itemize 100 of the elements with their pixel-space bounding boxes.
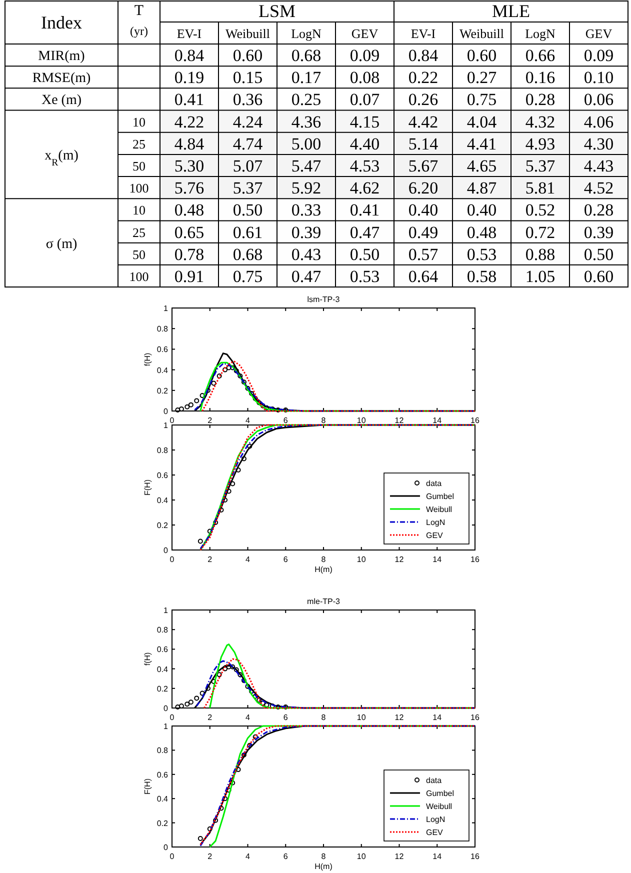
point — [188, 700, 194, 705]
data-label: 4.06 — [584, 112, 614, 132]
data-label: 5.81 — [525, 178, 556, 198]
data-label: 0.49 — [408, 222, 438, 242]
data-label: 0.50 — [584, 244, 614, 264]
point — [194, 398, 200, 404]
y-tick-label: Xe (m) — [41, 93, 82, 108]
data-label: 4.22 — [174, 112, 204, 132]
x-tick-label: 6 — [283, 852, 288, 861]
y-tick-label: 0 — [164, 546, 169, 555]
point — [236, 468, 241, 472]
data-label: 0.64 — [408, 266, 439, 286]
data-label: 0.36 — [232, 90, 263, 110]
point — [238, 373, 243, 378]
point — [234, 368, 239, 374]
point — [245, 386, 250, 391]
y-tick-label: 0.6 — [156, 645, 169, 654]
x-tick-label: 12 — [394, 416, 404, 425]
y-tick-label: 0.4 — [156, 496, 169, 505]
x-tick-label: 14 — [432, 555, 442, 564]
point — [260, 700, 266, 706]
x-tick-label: Weibuill — [226, 26, 270, 41]
point — [245, 684, 250, 689]
data-label: 5.37 — [525, 156, 556, 176]
y2-tick-label: 50 — [132, 246, 146, 262]
data-label: 4.65 — [466, 156, 497, 176]
data-label: 0.84 — [408, 46, 439, 66]
point — [194, 696, 200, 701]
point — [213, 818, 218, 823]
legend-label: Gumbel — [426, 492, 454, 501]
point — [230, 780, 236, 786]
legend-label: Weibull — [426, 802, 452, 811]
x-tick-label: 12 — [394, 852, 404, 861]
point — [230, 481, 236, 486]
x-tick-label: 10 — [356, 416, 366, 425]
data-label: 0.53 — [466, 244, 497, 264]
y-tick-label: RMSE(m) — [32, 71, 92, 86]
data-label: 0.50 — [350, 244, 380, 264]
point — [207, 528, 212, 534]
data-label: 5.07 — [232, 156, 264, 176]
data-label: 4.32 — [525, 112, 556, 132]
x-tick-label: 8 — [321, 555, 326, 564]
data-label: 0.26 — [408, 90, 438, 110]
data-label: 0.43 — [291, 244, 322, 264]
x-tick-label: 14 — [432, 852, 442, 861]
y-axis-title: F(H) — [143, 778, 152, 794]
x-tick-label: 16 — [470, 555, 480, 564]
x-axis-title: H(m) — [314, 862, 333, 871]
legend-label: Gumbel — [426, 789, 454, 798]
point — [200, 690, 205, 696]
data-label: 0.15 — [232, 68, 263, 88]
x-tick-label: 16 — [470, 416, 480, 425]
legend-label: data — [426, 776, 442, 785]
data-label: 0.10 — [584, 68, 614, 88]
x-tick-label: 10 — [356, 555, 366, 564]
y-axis-title: f(H) — [143, 652, 152, 666]
data-label: 4.40 — [350, 134, 380, 154]
data-label: 0.47 — [350, 222, 380, 242]
y-tick-label: 0.2 — [156, 818, 169, 828]
y-tick-label: 1 — [164, 304, 169, 313]
data-label: 4.87 — [466, 178, 498, 198]
x-tick-label: EV-I — [176, 26, 202, 41]
text: T — [134, 3, 144, 19]
y-tick-label: 1 — [164, 421, 169, 430]
data-label: 0.60 — [584, 266, 614, 286]
point — [211, 679, 216, 684]
x-tick-label: 14 — [432, 416, 442, 425]
data-label: 0.39 — [291, 222, 322, 242]
y-tick-label: 0.2 — [156, 684, 169, 694]
point — [230, 664, 236, 670]
y-tick-label: 0.4 — [156, 366, 169, 375]
data-label: 0.66 — [525, 46, 556, 66]
point — [247, 742, 252, 748]
y-tick-label: 0.6 — [156, 345, 169, 354]
data-label: 0.60 — [232, 46, 263, 66]
point — [216, 373, 222, 378]
x-tick-label: GEV — [585, 26, 613, 41]
point — [249, 390, 254, 396]
data-label: 5.76 — [174, 178, 204, 198]
data-label: 0.19 — [174, 68, 204, 88]
point — [256, 698, 262, 703]
point — [184, 702, 190, 707]
legend-label: Weibull — [426, 505, 452, 514]
point — [222, 666, 228, 672]
x-tick-label: 6 — [283, 555, 288, 564]
data-label: 4.42 — [408, 112, 438, 132]
x-tick-label: 0 — [170, 713, 175, 722]
data-label: 5.14 — [408, 134, 439, 154]
data-label: 0.75 — [232, 266, 263, 286]
x-axis-title: H(m) — [314, 565, 333, 574]
y2-tick-label: 10 — [132, 114, 146, 130]
y2-tick-label: 50 — [132, 158, 146, 174]
x-tick-label: 14 — [432, 713, 442, 722]
point — [252, 734, 258, 740]
data-label: 0.58 — [466, 266, 497, 286]
data-label: 0.28 — [525, 90, 556, 110]
x-tick-label: 10 — [356, 713, 366, 722]
data-label: 4.04 — [466, 112, 498, 132]
x-tick-label: 2 — [208, 713, 213, 722]
y-tick-label: 0 — [164, 843, 169, 852]
